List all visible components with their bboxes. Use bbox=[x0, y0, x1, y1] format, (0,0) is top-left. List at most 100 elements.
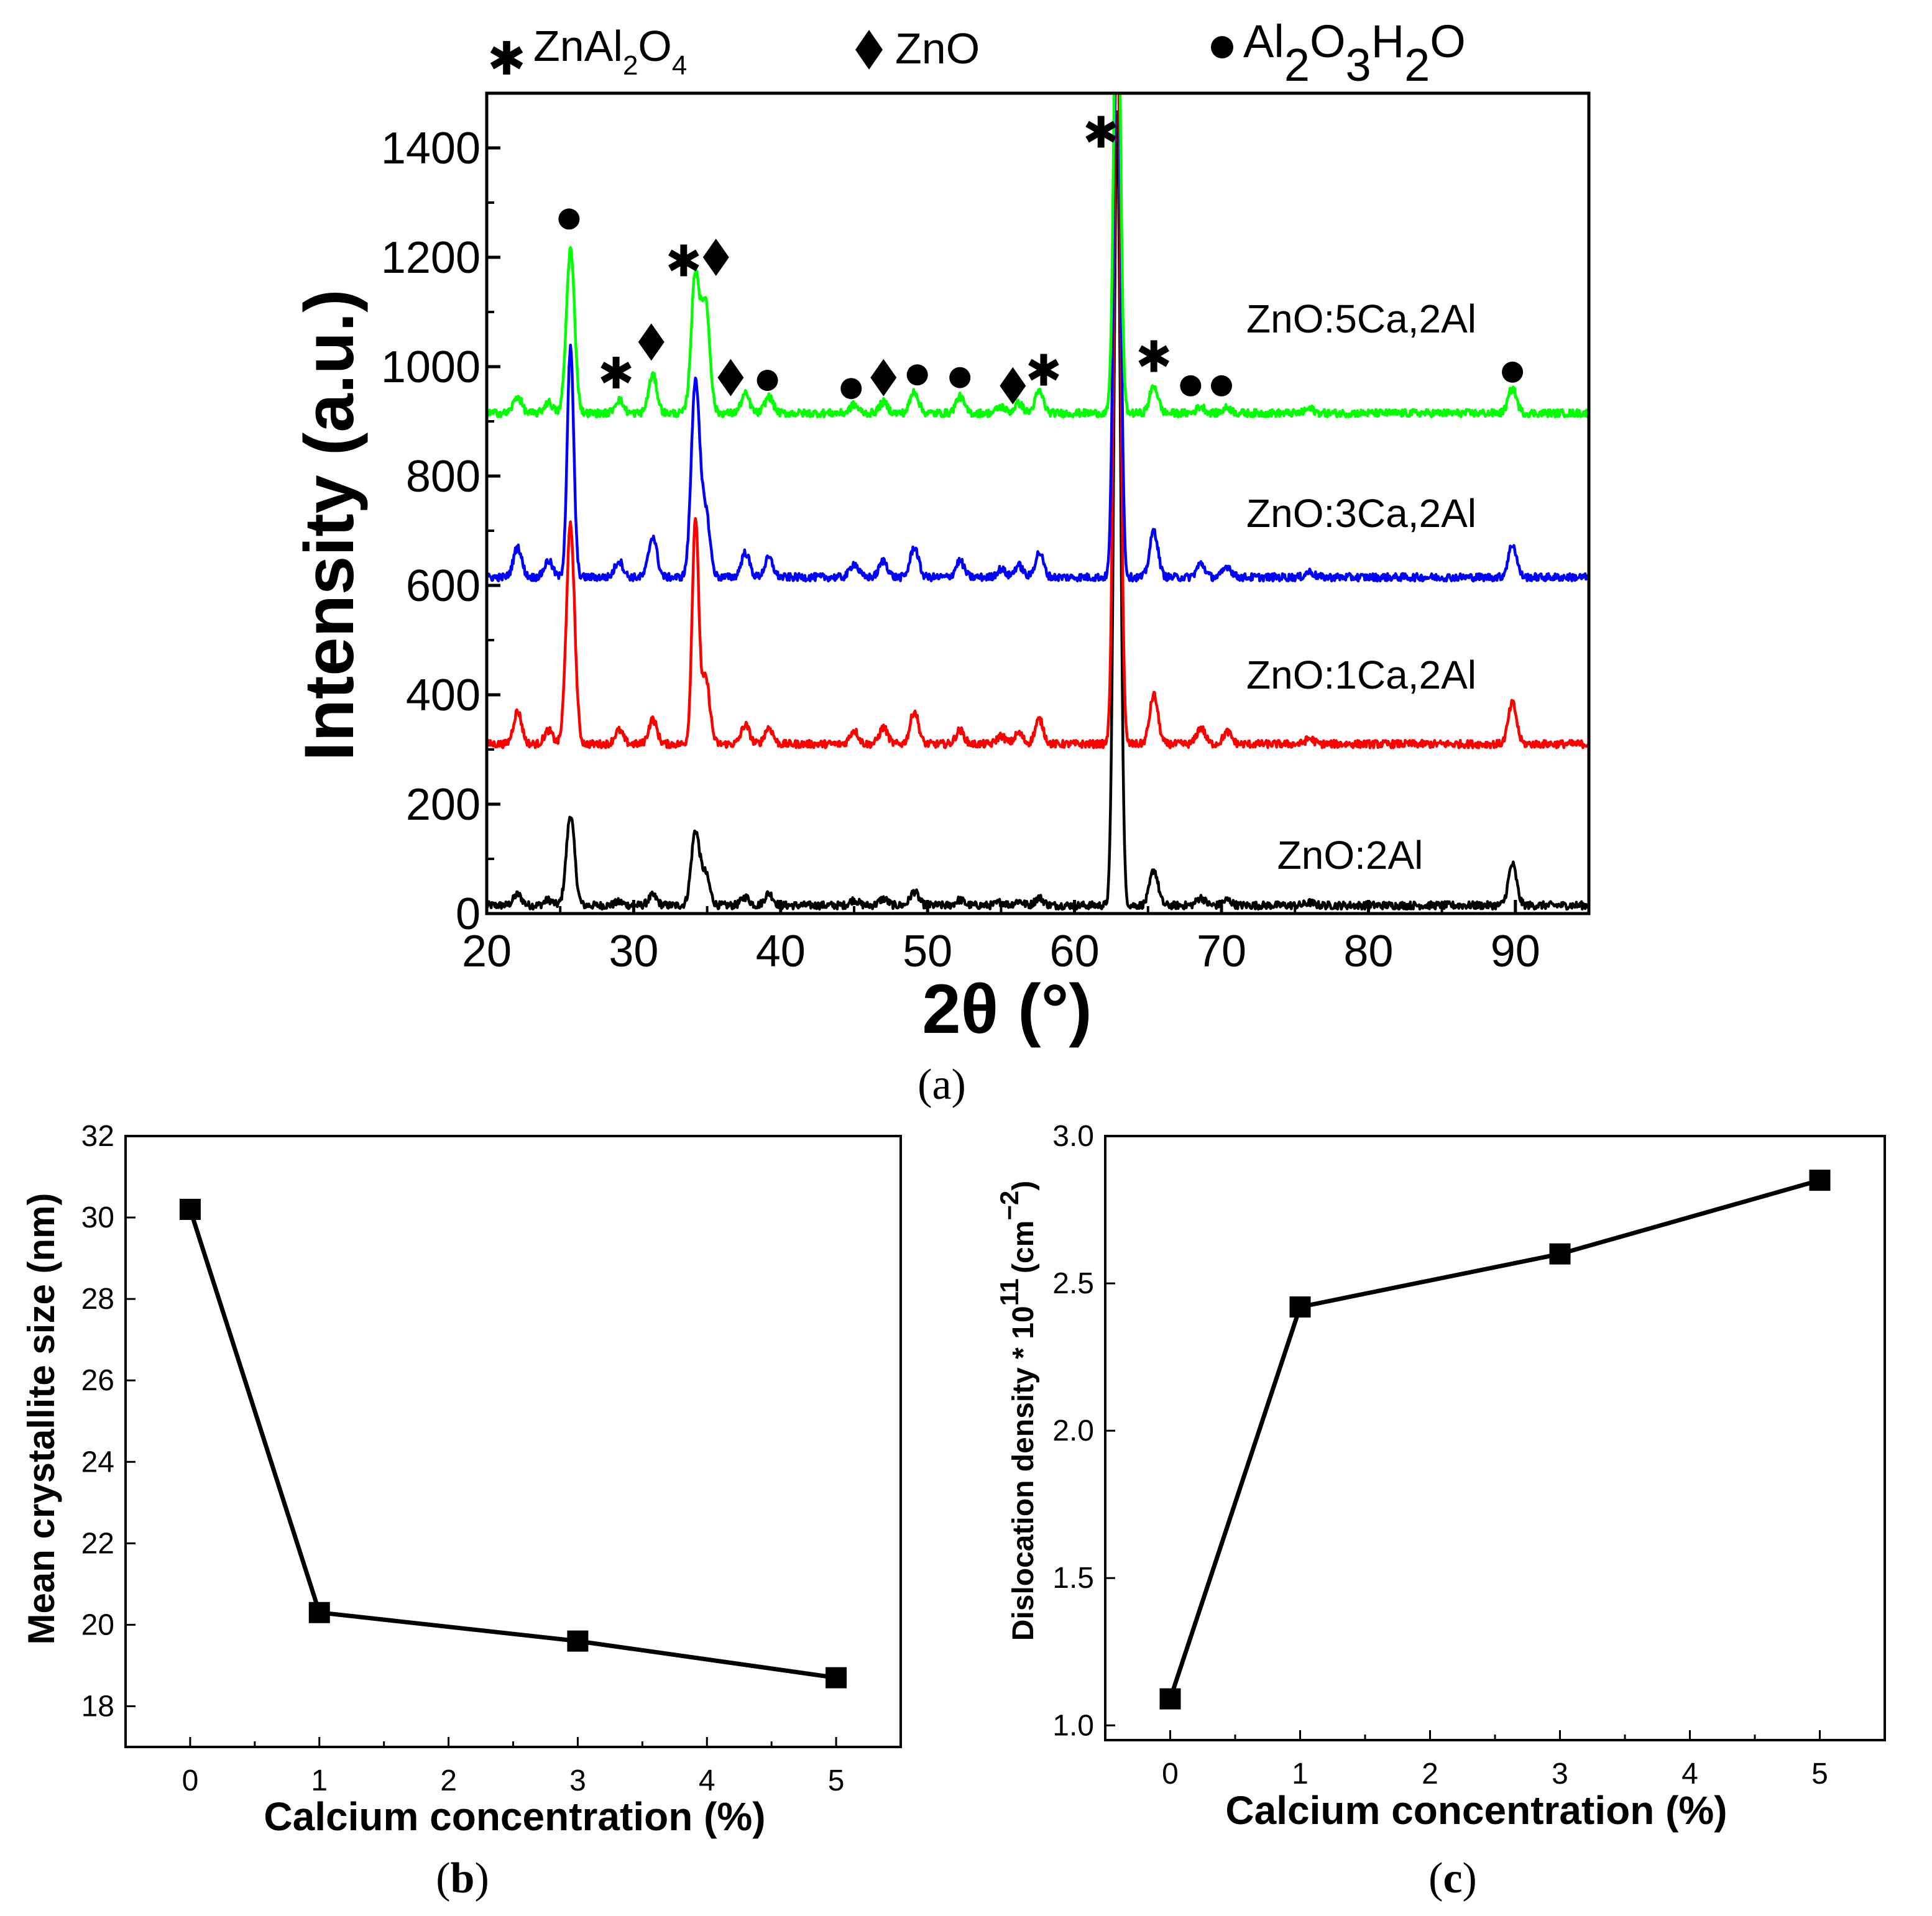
y-tick-label: 400 bbox=[406, 671, 481, 720]
x-axis-b: 0 1 2 3 4 5 bbox=[182, 1737, 845, 1797]
phase-markers: ✱ ✱ ✱ ✱ ✱ bbox=[558, 109, 1524, 405]
circle-phase-marker bbox=[757, 370, 778, 391]
legend-label: ZnAl2O4 bbox=[533, 22, 687, 81]
series-b bbox=[179, 1198, 847, 1689]
y-tick-label: 32 bbox=[81, 1120, 114, 1153]
x-tick-label: 5 bbox=[828, 1764, 845, 1797]
y-tick-label: 20 bbox=[81, 1608, 114, 1641]
x-tick-label: 40 bbox=[756, 927, 806, 976]
y-axis-title-c: Dislocation density * 1011(cm−2) bbox=[995, 1181, 1040, 1641]
x-tick-label: 30 bbox=[609, 927, 658, 976]
x-tick-label: 50 bbox=[903, 927, 952, 976]
panel-label-b: (b) bbox=[436, 1854, 489, 1902]
circle-phase-marker bbox=[1211, 375, 1232, 396]
x-tick-label: 90 bbox=[1491, 927, 1540, 976]
circle-marker-icon bbox=[1211, 36, 1233, 58]
star-marker-icon: ✱ bbox=[487, 33, 526, 85]
square-data-point bbox=[567, 1630, 589, 1652]
xrd-trace-3 bbox=[487, 93, 1589, 419]
legend-item-aluminium-oxide-hydrate: Al2O3H2O bbox=[1211, 16, 1466, 91]
y-tick-label: 1000 bbox=[381, 342, 481, 392]
panel-a: ✱ ZnAl2O4 ZnO Al2O3H2O ✱ ✱ ✱ ✱ ✱ 20 30 40 50 60 7… bbox=[290, 16, 1591, 1109]
series-label-3ca: ZnO:3Ca,2Al bbox=[1246, 491, 1476, 536]
y-tick-label: 1.0 bbox=[1052, 1709, 1094, 1742]
y-tick-label: 22 bbox=[81, 1527, 114, 1560]
y-axis-b: 18 20 22 24 26 28 30 32 bbox=[81, 1120, 136, 1723]
x-tick-label: 4 bbox=[699, 1764, 715, 1797]
x-axis-title-c: Calcium concentration (%) bbox=[1225, 1788, 1727, 1833]
y-tick-label: 3.0 bbox=[1052, 1120, 1094, 1153]
x-tick-label: 5 bbox=[1811, 1758, 1828, 1790]
diamond-phase-marker bbox=[702, 239, 729, 276]
star-phase-marker: ✱ bbox=[665, 237, 702, 285]
circle-phase-marker bbox=[906, 364, 928, 386]
y-tick-label: 1400 bbox=[381, 124, 481, 173]
star-phase-marker: ✱ bbox=[598, 349, 635, 398]
x-tick-label: 60 bbox=[1050, 927, 1100, 976]
y-tick-label: 200 bbox=[406, 780, 481, 830]
panel-label-c: (c) bbox=[1428, 1854, 1477, 1902]
panel-label-a: (a) bbox=[918, 1061, 966, 1109]
panel-b: 0 1 2 3 4 5 18 20 22 24 26 28 30 32 Calcium concentr… bbox=[21, 1120, 902, 1902]
legend-label: ZnO bbox=[895, 24, 980, 73]
x-tick-label: 4 bbox=[1681, 1758, 1698, 1790]
circle-phase-marker bbox=[558, 208, 580, 230]
square-data-point bbox=[1809, 1170, 1831, 1191]
square-data-point bbox=[1549, 1243, 1571, 1265]
y-tick-label: 1.5 bbox=[1052, 1562, 1094, 1595]
series-label-5ca: ZnO:5Ca,2Al bbox=[1246, 296, 1476, 341]
series-line bbox=[1168, 1178, 1821, 1700]
diamond-phase-marker bbox=[638, 323, 665, 361]
x-axis-title-a: 2θ (°) bbox=[922, 970, 1092, 1048]
circle-phase-marker bbox=[840, 378, 862, 400]
square-data-point bbox=[179, 1198, 201, 1220]
legend-a: ✱ ZnAl2O4 ZnO Al2O3H2O bbox=[487, 16, 1466, 91]
legend-item-zinc-aluminate: ✱ ZnAl2O4 bbox=[487, 22, 687, 85]
diamond-phase-marker bbox=[717, 359, 744, 396]
star-phase-marker: ✱ bbox=[1026, 346, 1062, 395]
series-c bbox=[1159, 1170, 1831, 1710]
x-tick-label: 3 bbox=[1552, 1758, 1568, 1790]
panel-c: 0 1 2 3 4 5 1.0 1.5 2.0 2.5 3.0 Calcium concentra… bbox=[995, 1120, 1886, 1902]
y-tick-label: 800 bbox=[406, 452, 481, 502]
plot-frame-a bbox=[485, 91, 1591, 915]
x-axis-title-b: Calcium concentration (%) bbox=[264, 1794, 765, 1839]
x-tick-label: 3 bbox=[569, 1764, 586, 1797]
y-tick-label: 18 bbox=[81, 1690, 114, 1723]
x-tick-label: 2 bbox=[1422, 1758, 1438, 1790]
star-phase-marker: ✱ bbox=[1136, 332, 1172, 381]
x-tick-label: 1 bbox=[1292, 1758, 1309, 1790]
x-tick-label: 1 bbox=[311, 1764, 328, 1797]
star-phase-marker: ✱ bbox=[1083, 109, 1120, 157]
xrd-trace-0 bbox=[487, 110, 1589, 911]
series-label-2al: ZnO:2Al bbox=[1277, 833, 1424, 878]
square-data-point bbox=[826, 1667, 847, 1689]
series-line bbox=[188, 1208, 837, 1680]
y-tick-label: 2.0 bbox=[1052, 1414, 1094, 1447]
x-tick-label: 70 bbox=[1197, 927, 1246, 976]
legend-item-zinc-oxide: ZnO bbox=[855, 24, 980, 73]
square-data-point bbox=[308, 1602, 330, 1623]
xrd-traces bbox=[487, 93, 1589, 911]
y-axis-title-b: Mean crystallite size (nm) bbox=[21, 1193, 62, 1645]
x-tick-label: 0 bbox=[1162, 1758, 1179, 1790]
legend-label: Al2O3H2O bbox=[1243, 16, 1466, 91]
x-axis-c: 0 1 2 3 4 5 bbox=[1162, 1730, 1828, 1790]
diamond-phase-marker bbox=[1000, 367, 1026, 405]
circle-phase-marker bbox=[949, 367, 971, 388]
series-label-1ca: ZnO:1Ca,2Al bbox=[1246, 653, 1476, 697]
y-tick-label: 30 bbox=[81, 1201, 114, 1234]
x-axis-a: 20 30 40 50 60 70 80 90 bbox=[462, 900, 1540, 976]
square-data-point bbox=[1289, 1296, 1311, 1318]
y-tick-label: 2.5 bbox=[1052, 1267, 1094, 1300]
y-tick-label: 24 bbox=[81, 1446, 114, 1478]
circle-phase-marker bbox=[1502, 361, 1524, 383]
y-axis-a: 0 200 400 600 800 1000 1200 1400 bbox=[381, 124, 500, 939]
x-tick-label: 2 bbox=[440, 1764, 457, 1797]
xrd-trace-2 bbox=[487, 93, 1589, 583]
xrd-trace-1 bbox=[487, 93, 1589, 749]
x-tick-label: 80 bbox=[1343, 927, 1393, 976]
circle-phase-marker bbox=[1180, 375, 1202, 396]
y-tick-label: 0 bbox=[456, 889, 481, 939]
